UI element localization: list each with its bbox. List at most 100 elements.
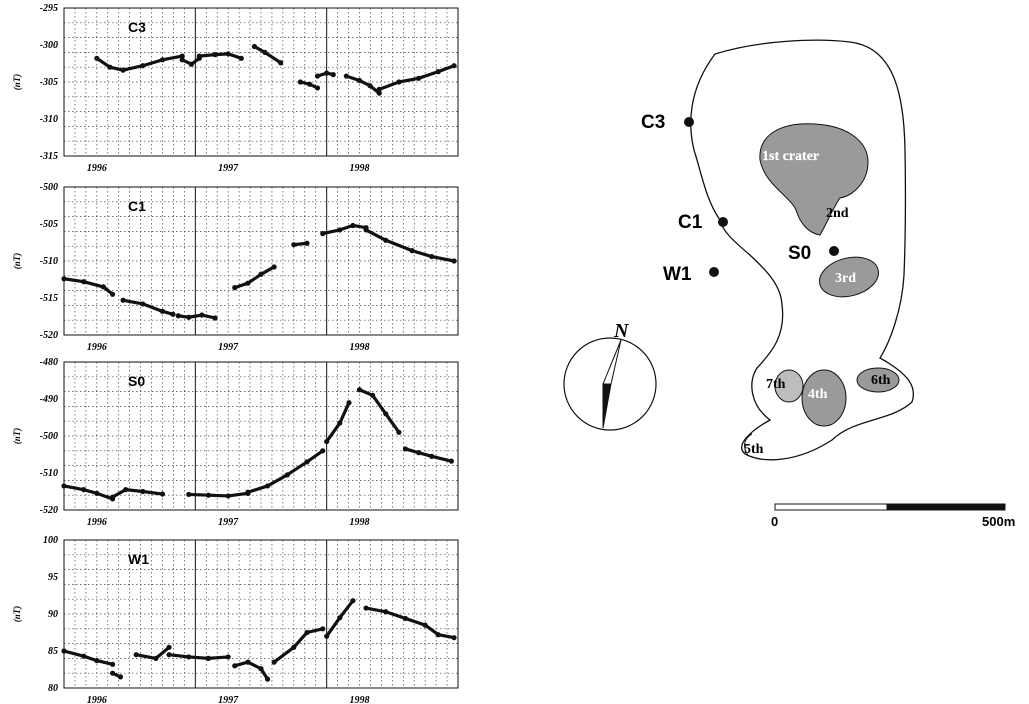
data-point (166, 652, 172, 658)
y-tick-label: -500 (40, 182, 58, 193)
data-point (133, 652, 139, 658)
y-tick-label: -480 (40, 357, 58, 368)
data-point (170, 311, 176, 317)
panel-c3: -295 -300 -305 -310 -315 (nT) 1996 1997 1998 C3 (12, 3, 459, 174)
series-segment (363, 605, 457, 641)
data-trace (110, 488, 165, 499)
panel-w1: 100 95 90 85 80 (nT) 1996 1997 1998 W1 (12, 535, 459, 704)
station-marker-s0 (829, 246, 839, 256)
data-point (376, 86, 382, 92)
data-trace (344, 74, 381, 95)
data-point (123, 487, 129, 493)
data-point (363, 227, 369, 233)
data-point (166, 644, 172, 650)
data-point (264, 483, 271, 489)
volcano-map: 1st crater 2nd 3rd 4th 5th 6th 7th C3 C1… (563, 39, 1015, 529)
series-segment (245, 448, 326, 495)
series-segment (251, 43, 284, 66)
data-point (186, 654, 192, 660)
series-segment (271, 626, 326, 665)
series-segment (324, 598, 356, 639)
data-point (291, 242, 297, 248)
data-point (117, 674, 124, 680)
data-trace (167, 653, 230, 661)
crater-label-1st: 1st crater (762, 149, 819, 164)
y-tick-label: 80 (48, 683, 58, 694)
data-point (271, 659, 277, 665)
data-point (251, 43, 258, 50)
data-point (304, 629, 310, 636)
series-segment (320, 222, 369, 237)
data-point (435, 69, 441, 75)
data-point (367, 83, 373, 89)
x-tick-label: 1998 (350, 342, 370, 353)
data-point (297, 79, 303, 85)
x-tick-label: 1997 (218, 695, 239, 704)
data-trace (121, 298, 175, 316)
plot-frame (63, 539, 459, 689)
data-point (451, 258, 457, 264)
station-label-s0: S0 (788, 243, 811, 264)
series-segment (61, 483, 116, 502)
north-arrow: N (563, 320, 657, 431)
data-point (343, 73, 349, 79)
series-segment (297, 79, 321, 91)
x-tick-label: 1996 (87, 163, 107, 174)
series-segment (120, 297, 176, 317)
compass-needle-south (602, 383, 612, 429)
data-trace (364, 228, 456, 263)
data-trace (176, 313, 217, 320)
scale-start-label: 0 (771, 514, 778, 529)
data-point (100, 284, 106, 290)
scale-end-label: 500m (982, 514, 1015, 529)
data-point (120, 297, 126, 303)
data-point (109, 291, 116, 297)
scale-bar-dark (886, 503, 1006, 511)
data-point (451, 635, 457, 641)
data-point (212, 52, 218, 58)
data-trace (403, 447, 454, 463)
data-point (350, 598, 356, 604)
data-point (140, 488, 146, 495)
data-trace (364, 606, 456, 640)
panel-label: C3 (128, 19, 146, 35)
data-point (109, 670, 116, 676)
island-outline (690, 39, 914, 461)
y-tick-label: -305 (40, 77, 58, 88)
series-segment (376, 63, 457, 92)
data-point (429, 453, 435, 459)
panel-s0: -480 -490 -500 -510 -520 (nT) 1996 1997 1998 S0 (12, 357, 459, 528)
data-point (291, 644, 297, 650)
y-tick-label: -295 (40, 3, 58, 14)
data-point (205, 492, 212, 498)
crater-4th (801, 369, 847, 427)
x-tick-label: 1997 (218, 163, 239, 174)
data-point (186, 314, 192, 320)
y-tick-label: -520 (40, 505, 58, 516)
y-tick-label: -310 (40, 114, 58, 125)
data-point (416, 75, 422, 81)
data-point (81, 653, 87, 659)
data-trace (134, 645, 171, 661)
x-tick-label: 1996 (87, 517, 107, 528)
plot-frame (63, 361, 459, 511)
data-point (179, 53, 185, 59)
data-point (383, 609, 389, 615)
data-trace (62, 649, 115, 666)
data-trace (95, 54, 184, 72)
data-point (320, 626, 326, 632)
data-point (258, 666, 264, 672)
y-tick-label: -490 (40, 394, 58, 405)
data-point (245, 489, 251, 495)
data-point (304, 240, 310, 246)
x-tick-label: 1998 (350, 695, 370, 704)
data-point (324, 438, 330, 445)
series-segment (133, 644, 172, 662)
data-point (383, 411, 389, 417)
data-point (140, 301, 146, 307)
data-point (376, 90, 382, 96)
data-trace (233, 660, 270, 681)
data-point (429, 253, 435, 260)
series-segment (324, 400, 352, 445)
data-point (109, 661, 116, 667)
